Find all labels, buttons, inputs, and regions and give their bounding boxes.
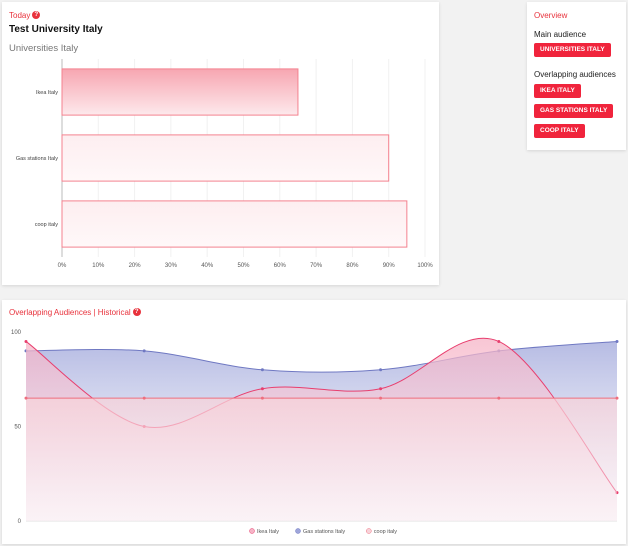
x-tick-label: 80% — [346, 263, 359, 269]
page-title: Test University Italy — [9, 24, 103, 35]
x-tick-label: 40% — [201, 263, 214, 269]
overlapping-audiences-label: Overlapping audiences — [534, 70, 616, 79]
chart-subtitle: Universities Italy — [9, 43, 79, 54]
help-icon[interactable]: ? — [32, 11, 41, 19]
x-tick-label: 100% — [417, 263, 433, 269]
data-point — [497, 339, 501, 343]
x-tick-label: 10% — [92, 263, 105, 269]
data-point — [379, 396, 383, 400]
legend-label: coop italy — [374, 529, 397, 535]
bar — [61, 68, 299, 116]
data-point — [260, 368, 264, 372]
overlapping-tag-gas-stations[interactable]: GAS STATIONS ITALY — [534, 104, 614, 118]
today-card: Today? Test University Italy Universitie… — [2, 2, 439, 285]
x-tick-label: 0% — [58, 263, 67, 269]
historical-area-chart: 0 50 100 Ikea Italy Gas stations Italy coop i… — [11, 330, 619, 535]
y-tick-label: Gas stations Italy — [16, 156, 58, 162]
x-tick-label: 70% — [310, 263, 323, 269]
x-tick-label: 60% — [274, 263, 287, 269]
area-fill — [26, 398, 617, 521]
data-point — [142, 396, 146, 400]
data-point — [379, 387, 383, 391]
legend-swatch — [249, 528, 255, 534]
historical-label: Overlapping Audiences | Historical? — [9, 308, 141, 317]
data-point — [260, 387, 264, 391]
y-tick-label: 0 — [18, 519, 22, 525]
x-tick-label: 30% — [165, 263, 178, 269]
legend-swatch — [295, 528, 301, 534]
today-label: Today? — [9, 11, 41, 20]
main-audience-label: Main audience — [534, 30, 587, 39]
data-point — [497, 396, 501, 400]
y-tick-label: Ikea Italy — [36, 90, 58, 96]
bar — [61, 200, 408, 248]
data-point — [260, 396, 264, 400]
data-point — [615, 396, 619, 400]
x-tick-label: 90% — [383, 263, 396, 269]
data-point — [379, 368, 383, 372]
legend-swatch — [366, 528, 372, 534]
main-audience-tag[interactable]: UNIVERSITIES ITALY — [534, 43, 611, 57]
bar — [61, 134, 390, 182]
y-tick-label: coop italy — [35, 222, 58, 228]
data-point — [615, 339, 619, 343]
today-label-text: Today — [9, 11, 31, 20]
y-tick-label: 50 — [14, 425, 21, 431]
help-icon[interactable]: ? — [132, 308, 141, 316]
overview-label: Overview — [534, 11, 568, 20]
x-tick-label: 50% — [237, 263, 250, 269]
overview-card: Overview Main audience UNIVERSITIES ITAL… — [527, 2, 626, 150]
x-tick-label: 20% — [129, 263, 142, 269]
overlapping-tag-ikea[interactable]: IKEA ITALY — [534, 84, 581, 98]
legend-label: Gas stations Italy — [303, 529, 345, 535]
overlapping-tag-coop[interactable]: COOP ITALY — [534, 124, 585, 138]
data-point — [24, 339, 28, 343]
data-point — [142, 349, 146, 353]
historical-label-text: Overlapping Audiences | Historical — [9, 308, 131, 317]
historical-card: Overlapping Audiences | Historical? 0 50 1… — [2, 300, 626, 544]
data-point — [24, 396, 28, 400]
legend-label: Ikea Italy — [257, 529, 279, 535]
overlap-bar-chart: 0% 10% 20% 30% 40% 50% 60% 70% 80% 90% 100% Ikea It… — [16, 59, 433, 269]
y-tick-label: 100 — [11, 330, 22, 336]
